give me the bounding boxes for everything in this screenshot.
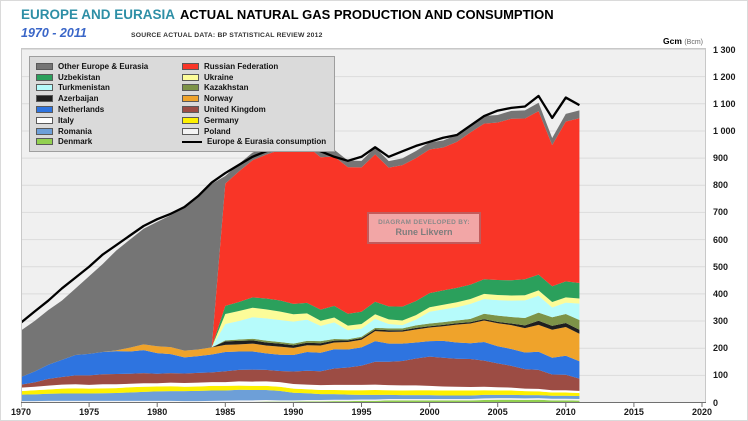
legend-item-russian-federation: Russian Federation (182, 62, 328, 71)
unit-label-secondary: (Bcm) (684, 39, 703, 46)
legend-item-germany: Germany (182, 116, 328, 125)
legend-label-europe-eurasia-consumption: Europe & Eurasia consumption (207, 137, 327, 147)
legend-swatch-italy (36, 116, 53, 124)
y-tick-label-1300: 1 300 (713, 44, 736, 55)
y-tick-label-500: 500 (713, 261, 729, 272)
legend-swatch-denmark (36, 138, 53, 146)
y-tick-label-0: 0 (713, 397, 719, 408)
y-tick-label-200: 200 (713, 343, 729, 354)
legend-item-other-europe-eurasia: Other Europe & Eurasia (36, 62, 182, 71)
legend-item-kazakhstan: Kazakhstan (182, 83, 328, 92)
x-tick-label-1995: 1995 (351, 407, 372, 417)
title-region-text: EUROPE AND EURASIA (21, 7, 176, 22)
legend-swatch-turkmenistan (36, 84, 53, 92)
y-tick-label-800: 800 (713, 180, 729, 191)
y-tick-label-1000: 1 000 (713, 125, 736, 136)
legend-label-denmark: Denmark (58, 137, 93, 147)
legend-label-other-europe-eurasia: Other Europe & Eurasia (58, 61, 149, 71)
y-tick-label-1200: 1 200 (713, 71, 736, 82)
legend-label-italy: Italy (58, 115, 75, 125)
legend-item-italy: Italy (36, 116, 182, 125)
title-main-text: ACTUAL NATURAL GAS PRODUCTION AND CONSUM… (180, 7, 554, 22)
y-tick-label-400: 400 (713, 288, 729, 299)
y-tick-label-300: 300 (713, 316, 729, 327)
x-tick-label-2020: 2020 (691, 407, 713, 417)
y-tick-label-100: 100 (713, 370, 729, 381)
y-tick-label-1100: 1 100 (713, 98, 736, 109)
unit-label: Gcm (Bcm) (663, 36, 703, 46)
legend-item-denmark: Denmark (36, 137, 182, 146)
x-tick-label-1985: 1985 (215, 407, 236, 417)
legend-label-turkmenistan: Turkmenistan (58, 83, 110, 93)
legend-swatch-azerbaijan (36, 95, 53, 103)
y-tick-label-600: 600 (713, 234, 729, 245)
legend-label-russian-federation: Russian Federation (204, 61, 279, 71)
legend-swatch-other-europe-eurasia (36, 62, 53, 70)
legend-swatch-russian-federation (182, 62, 199, 70)
legend-swatch-netherlands (36, 106, 53, 114)
legend-swatch-norway (182, 95, 199, 103)
annotation-author: Rune Likvern (395, 227, 453, 237)
legend-box: Other Europe & Eurasia Uzbekistan Turkmeni… (29, 56, 335, 153)
legend-label-united-kingdom: United Kingdom (204, 105, 266, 115)
legend-label-azerbaijan: Azerbaijan (58, 94, 99, 104)
x-tick-label-1975: 1975 (79, 407, 100, 417)
annotation-box: DIAGRAM DEVELOPED BY: Rune Likvern (367, 212, 481, 244)
page-title: EUROPE AND EURASIA ACTUAL NATURAL GAS PRO… (21, 7, 554, 22)
x-tick-label-1980: 1980 (147, 407, 168, 417)
x-tick-label-2010: 2010 (555, 407, 576, 417)
legend-swatch-romania (36, 127, 53, 135)
legend-item-poland: Poland (182, 127, 328, 136)
legend-item-azerbaijan: Azerbaijan (36, 94, 182, 103)
y-tick-label-700: 700 (713, 207, 729, 218)
y-tick-label-900: 900 (713, 153, 729, 164)
legend-label-germany: Germany (204, 115, 239, 125)
x-tick-label-2015: 2015 (623, 407, 644, 417)
legend-item-norway: Norway (182, 94, 328, 103)
legend-label-netherlands: Netherlands (58, 105, 105, 115)
legend-item-uzbekistan: Uzbekistan (36, 73, 182, 82)
legend-item-europe-eurasia-consumption: Europe & Eurasia consumption (182, 137, 328, 146)
legend-item-ukraine: Ukraine (182, 73, 328, 82)
legend-item-netherlands: Netherlands (36, 105, 182, 114)
legend-swatch-europe-eurasia-consumption (182, 140, 202, 143)
x-tick-label-2005: 2005 (487, 407, 508, 417)
legend-item-turkmenistan: Turkmenistan (36, 83, 182, 92)
legend-label-romania: Romania (58, 126, 92, 136)
source-note: SOURCE ACTUAL DATA: BP STATISTICAL REVIE… (131, 32, 323, 39)
legend-label-uzbekistan: Uzbekistan (58, 72, 101, 82)
subtitle-years: 1970 - 2011 (21, 26, 87, 40)
legend-swatch-poland (182, 127, 199, 135)
legend-label-poland: Poland (204, 126, 231, 136)
legend-swatch-uzbekistan (36, 73, 53, 81)
x-tick-label-2000: 2000 (419, 407, 440, 417)
annotation-credit-label: DIAGRAM DEVELOPED BY: (378, 219, 470, 226)
legend-label-ukraine: Ukraine (204, 72, 234, 82)
unit-label-main: Gcm (663, 36, 682, 46)
x-tick-label-1990: 1990 (283, 407, 304, 417)
legend-swatch-germany (182, 116, 199, 124)
legend-label-norway: Norway (204, 94, 233, 104)
legend-label-kazakhstan: Kazakhstan (204, 83, 249, 93)
legend-swatch-united-kingdom (182, 106, 199, 114)
legend-swatch-ukraine (182, 73, 199, 81)
x-tick-label-1970: 1970 (10, 407, 32, 417)
legend-item-united-kingdom: United Kingdom (182, 105, 328, 114)
legend-swatch-kazakhstan (182, 84, 199, 92)
legend-item-romania: Romania (36, 127, 182, 136)
